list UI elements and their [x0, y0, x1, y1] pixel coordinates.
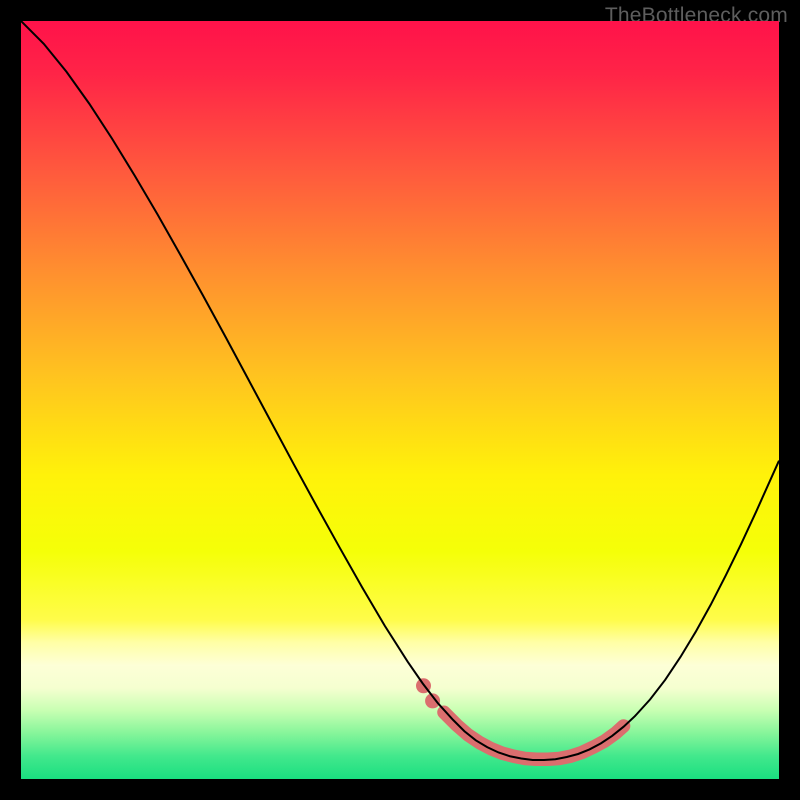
- chart-background: [21, 21, 779, 779]
- bottleneck-chart: [21, 21, 779, 779]
